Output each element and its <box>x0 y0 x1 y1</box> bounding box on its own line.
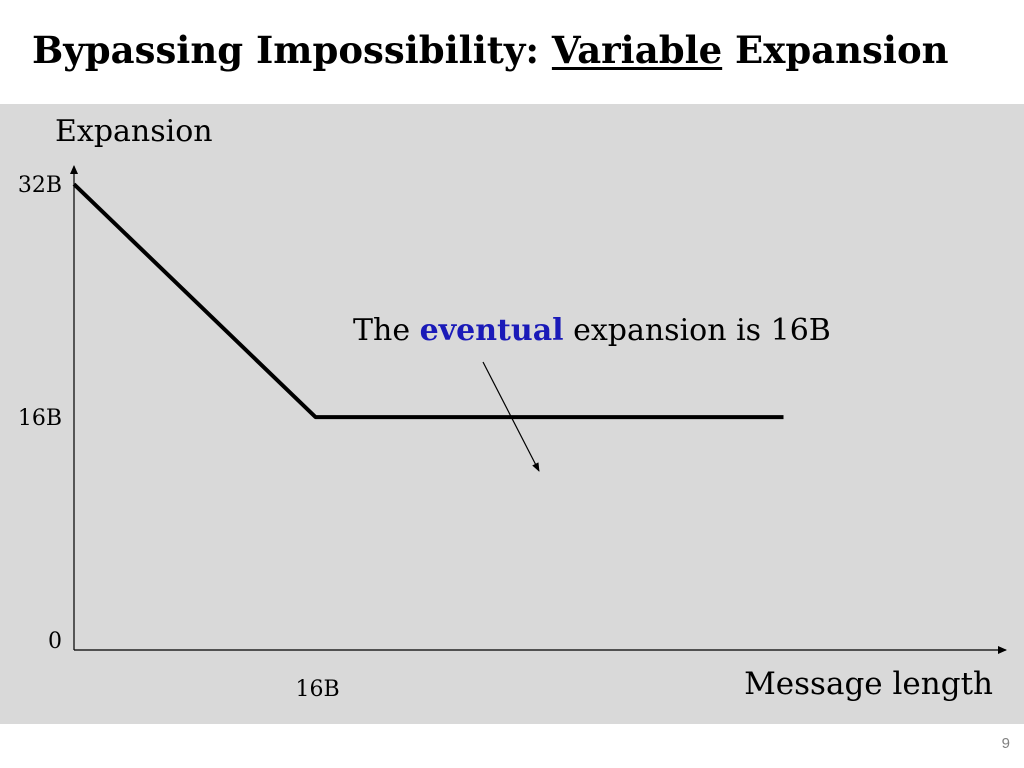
annotation-before: The <box>353 313 420 348</box>
slide-title: Bypassing Impossibility: Variable Expans… <box>32 28 949 72</box>
x-axis-label: Message length <box>744 666 993 702</box>
annotation-text: The eventual expansion is 16B <box>353 313 831 348</box>
annotation-after: expansion is 16B <box>563 313 831 348</box>
line-chart: Expansion Message length 0 16B 32B 16B <box>18 114 1007 702</box>
chart-axes <box>70 165 1007 654</box>
annotation-arrow <box>482 361 540 472</box>
page-number: 9 <box>1001 735 1010 752</box>
title-underlined-word: Variable <box>551 28 723 72</box>
annotation-emphasis: eventual <box>419 313 564 348</box>
y-axis-label: Expansion <box>55 114 213 149</box>
x-tick-label: 16B <box>295 677 339 702</box>
y-tick-label: 32B <box>18 173 62 198</box>
series-layer <box>72 182 784 420</box>
title-part-1: Bypassing Impossibility: <box>32 28 552 72</box>
y-tick-label: 16B <box>18 406 62 431</box>
x-tick-labels: 16B <box>295 677 339 702</box>
y-tick-labels: 0 16B 32B <box>18 173 62 654</box>
chart-panel: Expansion Message length 0 16B 32B 16B The… <box>0 104 1024 724</box>
title-part-2: Expansion <box>722 28 949 72</box>
series-line <box>72 182 784 420</box>
y-tick-label: 0 <box>48 629 62 654</box>
